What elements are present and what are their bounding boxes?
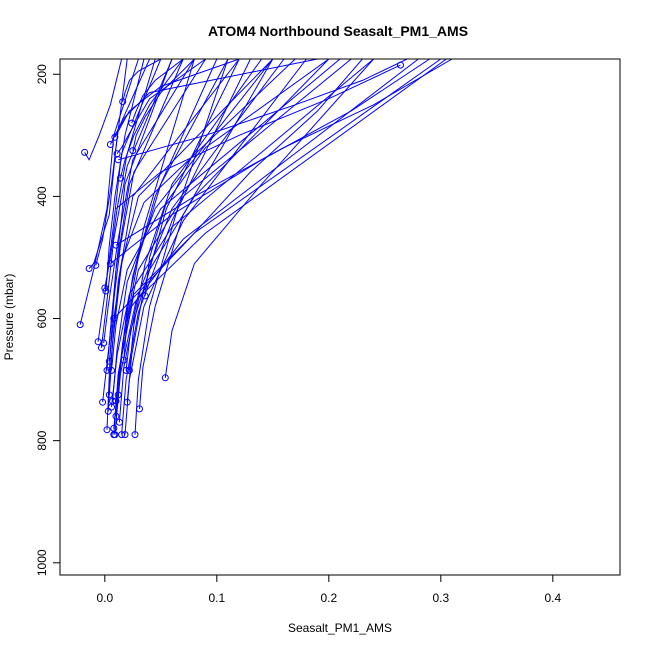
profile-start-point-37 — [128, 119, 136, 127]
profile-line-47 — [113, 59, 363, 319]
profile-line-38 — [132, 59, 195, 151]
profile-line-28 — [118, 59, 285, 423]
profile-start-point-17 — [108, 366, 115, 374]
profile-start-point-1 — [76, 321, 84, 329]
profile-line-23 — [114, 59, 240, 138]
profile-start-point-39 — [131, 431, 139, 439]
y-tick-label: 600 — [35, 308, 49, 328]
y-tick-label: 800 — [35, 430, 49, 450]
chart-title: ATOM4 Northbound Seasalt_PM1_AMS — [208, 23, 468, 39]
profile-start-point-29 — [117, 174, 124, 182]
profile-line-37 — [131, 59, 184, 124]
profile-start-point-25 — [112, 397, 120, 405]
profile-line-39 — [134, 59, 229, 435]
profile-start-point-2 — [81, 148, 89, 156]
profile-start-point-42 — [161, 374, 169, 382]
profile-start-point-12 — [103, 426, 111, 434]
profile-start-point-28 — [115, 418, 123, 426]
y-axis: 200 400 600 800 1000 — [35, 64, 61, 576]
profile-start-point-11 — [103, 366, 111, 374]
profile-line-41 — [144, 59, 330, 296]
profile-start-point-9 — [101, 284, 109, 292]
profile-line-42 — [164, 59, 374, 378]
profile-line-31 — [122, 59, 162, 102]
profile-start-point-31 — [119, 98, 127, 106]
profile-line-9 — [104, 59, 156, 289]
profile-line-25 — [115, 59, 352, 402]
profile-start-point-43 — [397, 61, 404, 69]
x-tick-label: 0.1 — [208, 591, 225, 605]
profile-start-point-10 — [102, 287, 110, 295]
x-tick-label: 0.0 — [96, 591, 113, 605]
profile-line-30 — [121, 59, 251, 435]
x-axis-label: Seasalt_PM1_AMS — [288, 621, 392, 635]
profile-line-32 — [123, 59, 229, 361]
profile-start-point-3 — [85, 265, 93, 272]
profile-line-36 — [128, 59, 263, 371]
profile-line-43 — [115, 64, 401, 209]
data-layer — [76, 59, 453, 439]
profile-start-point-7 — [99, 398, 107, 406]
profile-start-point-36 — [125, 366, 133, 374]
profile-start-point-23 — [111, 133, 119, 141]
profile-line-46 — [118, 59, 408, 161]
profile-start-point-8 — [100, 339, 108, 347]
profile-start-point-44 — [112, 241, 120, 249]
profile-start-point-4 — [92, 261, 100, 269]
profile-line-29 — [120, 59, 184, 179]
profile-start-point-40 — [136, 405, 143, 413]
profile-start-point-41 — [141, 292, 149, 300]
profile-start-point-15 — [105, 357, 113, 365]
profile-line-22 — [114, 59, 447, 435]
profile-start-point-14 — [105, 391, 113, 399]
x-tick-label: 0.2 — [320, 591, 337, 605]
profile-start-point-33 — [121, 431, 129, 439]
profile-start-point-24 — [112, 412, 120, 420]
profile-start-point-34 — [122, 366, 130, 374]
profile-start-point-30 — [118, 431, 126, 439]
y-axis-label: Pressure (mbar) — [2, 274, 16, 361]
profile-start-point-19 — [109, 397, 117, 405]
profile-line-16 — [109, 59, 318, 145]
profile-line-2 — [84, 59, 123, 161]
profile-line-11 — [106, 59, 207, 371]
profile-start-point-27 — [114, 391, 122, 399]
profile-line-21 — [113, 59, 442, 429]
profile-line-6 — [100, 59, 173, 348]
x-axis: 0.0 0.1 0.2 0.3 0.4 — [96, 574, 561, 605]
profile-line-3 — [88, 59, 128, 269]
profile-start-point-45 — [106, 260, 114, 268]
x-tick-label: 0.4 — [544, 591, 561, 605]
profile-line-8 — [103, 59, 195, 344]
profile-start-point-47 — [110, 315, 118, 322]
profile-line-12 — [106, 59, 173, 430]
profile-start-point-46 — [114, 156, 122, 164]
profile-start-point-35 — [123, 398, 131, 406]
profile-line-17 — [111, 59, 341, 371]
y-tick-label: 1000 — [35, 549, 49, 576]
profile-line-4 — [95, 59, 151, 266]
y-tick-label: 400 — [35, 186, 49, 206]
y-tick-label: 200 — [35, 64, 49, 84]
profile-line-45 — [110, 59, 430, 264]
profile-line-1 — [79, 59, 139, 325]
profile-start-point-13 — [104, 407, 112, 415]
profile-start-point-38 — [129, 147, 137, 155]
profile-start-point-32 — [120, 356, 128, 364]
profile-start-point-16 — [106, 141, 114, 148]
profile-line-15 — [108, 59, 296, 362]
profile-start-point-22 — [111, 431, 119, 439]
profile-line-40 — [139, 59, 274, 409]
x-tick-label: 0.3 — [432, 591, 449, 605]
